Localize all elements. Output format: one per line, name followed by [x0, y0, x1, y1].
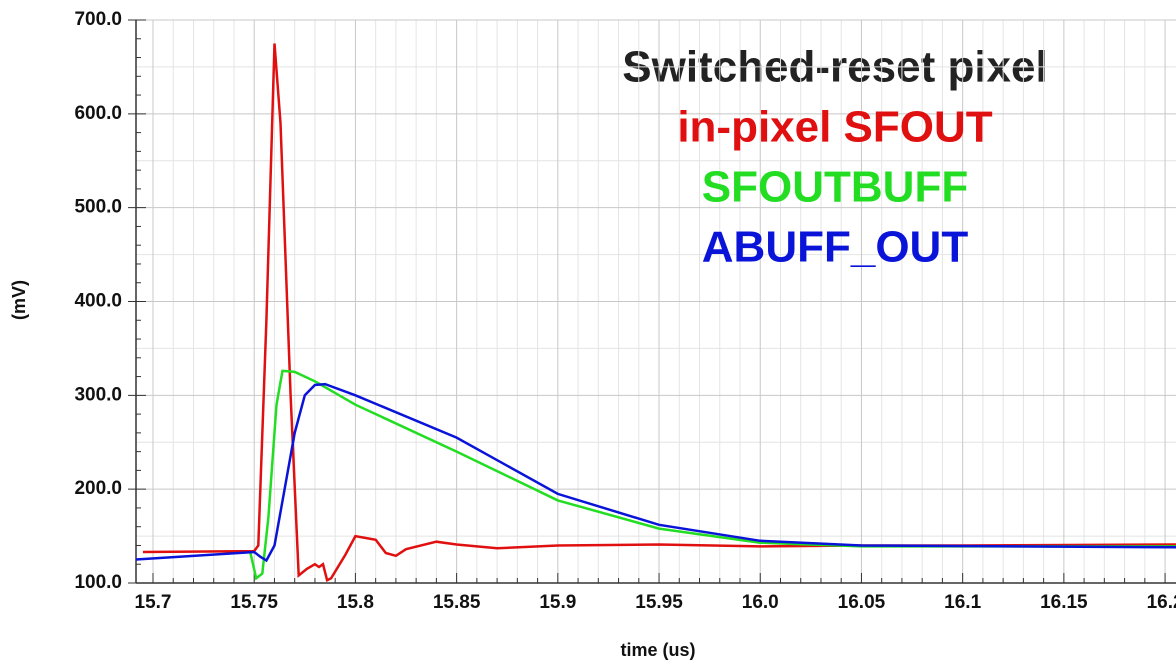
x-tick-label: 16.2: [1147, 592, 1176, 613]
x-tick-label: 15.85: [433, 592, 481, 613]
legend-entry: ABUFF_OUT: [702, 223, 969, 272]
series-line: [142, 43, 1176, 582]
x-tick-label: 16.0: [742, 592, 779, 613]
x-tick-label: 15.75: [230, 592, 278, 613]
x-tick-label: 16.15: [1040, 592, 1088, 613]
legend-entry: in-pixel SFOUT: [677, 103, 992, 152]
y-tick-label: 700.0: [74, 9, 122, 30]
y-tick-label: 200.0: [74, 478, 122, 499]
x-tick-label: 15.9: [539, 592, 576, 613]
y-tick-label: 500.0: [74, 197, 122, 218]
series-line: [248, 369, 1176, 581]
y-tick-label: 300.0: [74, 384, 122, 405]
y-tick-label: 600.0: [74, 103, 122, 124]
x-axis-label: time (us): [620, 640, 695, 660]
y-tick-label: 400.0: [74, 291, 122, 312]
x-tick-label: 16.1: [944, 592, 981, 613]
legend-entry: SFOUTBUFF: [702, 163, 968, 212]
x-tick-label: 15.7: [135, 592, 172, 613]
x-tick-label: 15.8: [337, 592, 374, 613]
series-line: [135, 382, 1176, 563]
y-tick-label: 100.0: [74, 572, 122, 593]
x-tick-label: 15.95: [635, 592, 683, 613]
x-tick-label: 16.05: [838, 592, 886, 613]
y-axis-label: (mV): [9, 280, 29, 320]
